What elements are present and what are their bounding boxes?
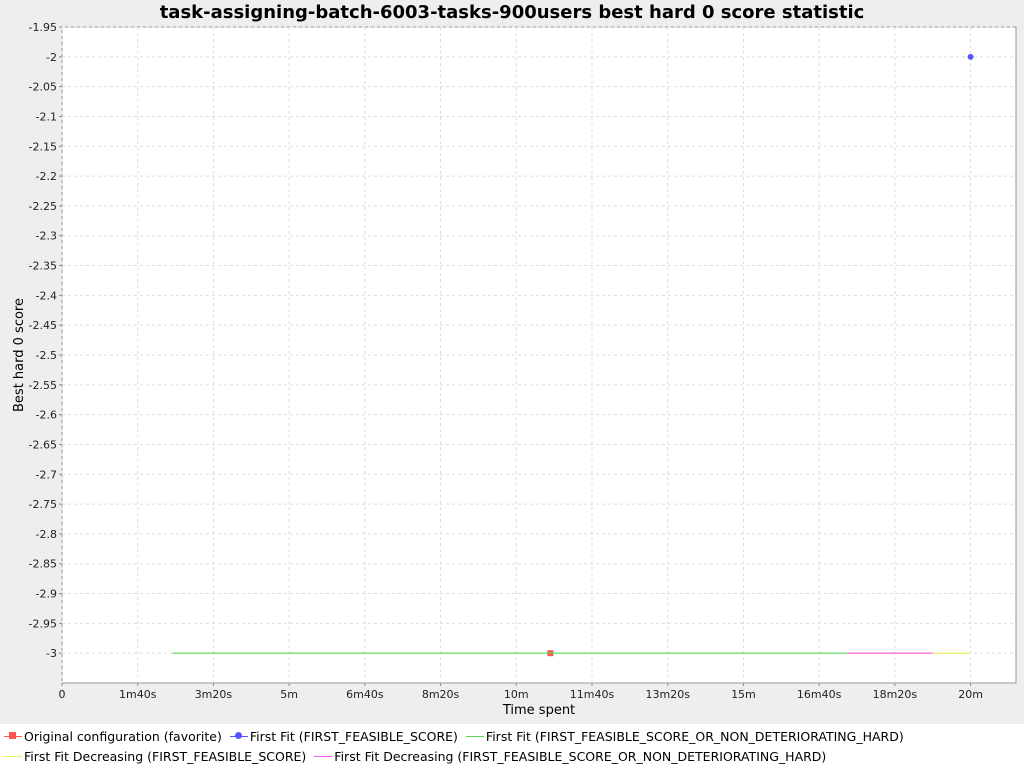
x-tick-label: 5m [280,688,298,701]
y-tick-label: -2.4 [36,289,57,302]
y-tick-label: -2.15 [29,140,57,153]
y-tick-label: -2.45 [29,319,57,332]
legend-swatch [465,731,484,741]
legend-item: First Fit Decreasing (FIRST_FEASIBLE_SCO… [4,749,306,764]
x-tick-label: 13m20s [645,688,690,701]
legend: Original configuration (favorite) First F… [0,724,1024,768]
x-tick-label: 20m [958,688,983,701]
series-layer [172,53,974,657]
y-tick-label: -2.1 [36,110,57,123]
x-tick-label: 8m20s [422,688,460,701]
y-tick-label: -2.55 [29,379,57,392]
chart-canvas: 0 1m40s 3m20s 5m 6m40s 8m20s 10m 11m40s 13m20s 15… [12,21,1017,718]
y-tick-label: -2.2 [36,170,57,183]
legend-label: First Fit Decreasing (FIRST_FEASIBLE_SCO… [334,748,827,764]
legend-swatch [4,751,22,761]
x-tick-label: 16m40s [797,688,842,701]
y-tick-label: -2.6 [36,409,57,422]
series-2 [967,53,974,60]
x-tick-label: 3m20s [195,688,233,701]
legend-label: First Fit (FIRST_FEASIBLE_SCORE_OR_NON_D… [485,728,904,744]
legend-row: First Fit Decreasing (FIRST_FEASIBLE_SCO… [4,746,834,766]
y-tick-label: -2.9 [36,588,57,601]
y-tick-label: -2.35 [29,260,57,273]
x-tick-label: 15m [731,688,756,701]
x-tick-label: 11m40s [570,688,615,701]
x-axis-title: Time spent [502,703,575,718]
y-tick-label: -2.25 [29,200,57,213]
legend-swatch [314,751,333,761]
legend-label: First Fit (FIRST_FEASIBLE_SCORE) [249,728,458,744]
legend-item: First Fit Decreasing (FIRST_FEASIBLE_SCO… [314,749,826,764]
legend-item: First Fit (FIRST_FEASIBLE_SCORE_OR_NON_D… [465,728,904,744]
y-tick-label: -2.3 [36,230,57,243]
legend-swatch [4,731,22,741]
y-tick-label: -3 [46,647,57,660]
x-tick-label: 1m40s [119,688,157,701]
y-tick-label: -2.05 [29,81,57,94]
y-tick-label: -1.95 [29,21,57,34]
y-tick-label: -2.95 [29,617,57,630]
x-tick-label: 0 [59,688,66,701]
y-tick-label: -2.65 [29,438,57,451]
y-tick-label: -2 [46,51,57,64]
legend-row: Original configuration (favorite) First F… [4,726,912,746]
y-axis-title: Best hard 0 score [12,298,27,412]
y-tick-label: -2.75 [29,498,57,511]
data-point-circle [967,53,974,60]
legend-swatch [229,731,248,741]
y-tick-label: -2.7 [36,468,57,481]
y-tick-label: -2.8 [36,528,57,541]
y-tick-label: -2.85 [29,558,57,571]
chart-title: task-assigning-batch-6003-tasks-900users… [159,2,865,23]
legend-item: First Fit (FIRST_FEASIBLE_SCORE) [229,728,458,744]
legend-label: First Fit Decreasing (FIRST_FEASIBLE_SCO… [24,748,307,764]
x-tick-label: 10m [504,688,529,701]
x-tick-label: 6m40s [346,688,384,701]
legend-label: Original configuration (favorite) [24,728,222,744]
axis-ticks: 0 1m40s 3m20s 5m 6m40s 8m20s 10m 11m40s 13m20s 15… [29,21,983,701]
y-tick-label: -2.5 [36,349,57,362]
x-tick-label: 18m20s [873,688,918,701]
legend-item: Original configuration (favorite) [4,729,222,744]
